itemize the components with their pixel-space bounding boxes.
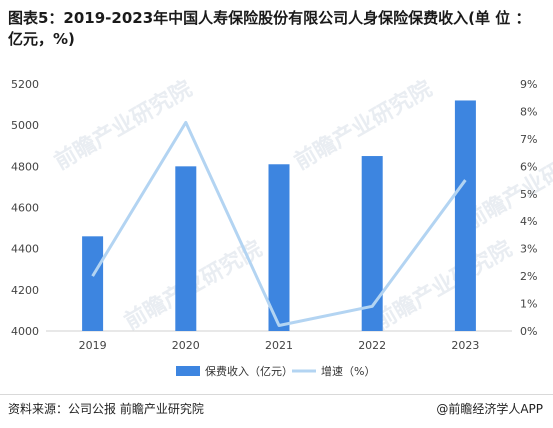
x-tick-label: 2019 [79, 339, 107, 352]
right-tick-label: 6% [520, 160, 537, 173]
bar [82, 236, 104, 331]
right-tick-label: 8% [520, 105, 537, 118]
left-tick-label: 5200 [11, 78, 39, 91]
x-tick-label: 2022 [358, 339, 386, 352]
left-tick-label: 5000 [11, 119, 39, 132]
bar [175, 166, 197, 331]
bar [361, 156, 383, 331]
source-note: 资料来源：公司公报 前瞻产业研究院 [8, 402, 204, 416]
legend-label-bar: 保费收入（亿元） [205, 364, 293, 378]
left-tick-label: 4600 [11, 202, 39, 215]
right-tick-label: 9% [520, 78, 537, 91]
watermark-text: 前瞻产业研究院 [370, 236, 516, 336]
right-tick-label: 4% [520, 215, 537, 228]
left-tick-label: 4800 [11, 160, 39, 173]
right-tick-label: 2% [520, 270, 537, 283]
legend-swatch-bar [176, 366, 200, 376]
right-tick-label: 0% [520, 325, 537, 338]
chart-title: 图表5：2019-2023年中国人寿保险股份有限公司人身保险保费收入(单 位 ：… [8, 9, 531, 48]
right-axis-ticks: 0% 1% 2% 3% 4% 5% 6% 7% 8% 9% [520, 78, 537, 338]
right-tick-label: 1% [520, 298, 537, 311]
bar-series [82, 100, 476, 331]
left-tick-label: 4000 [11, 325, 39, 338]
watermark-text: 前瞻产业研究院 [50, 76, 196, 176]
left-axis-ticks: 4000 4200 4400 4600 4800 5000 5200 [11, 78, 39, 338]
line-series [91, 120, 467, 328]
left-tick-label: 4200 [11, 284, 39, 297]
right-tick-label: 5% [520, 188, 537, 201]
watermark-layer: 前瞻产业研究院前瞻产业研究院前瞻产业研究院前瞻产业研究院前瞻产业研究院 [50, 76, 553, 336]
left-tick-label: 4400 [11, 243, 39, 256]
footer-divider [0, 394, 553, 395]
right-tick-label: 7% [520, 133, 537, 146]
bar [454, 100, 476, 331]
brand-note: @前瞻经济学人APP [436, 402, 543, 416]
x-tick-label: 2021 [265, 339, 293, 352]
x-tick-label: 2020 [172, 339, 200, 352]
x-tick-label: 2023 [451, 339, 479, 352]
right-tick-label: 3% [520, 243, 537, 256]
legend: 保费收入（亿元） 增速（%） [176, 364, 375, 378]
x-axis-ticks: 2019 2020 2021 2022 2023 [79, 339, 480, 352]
legend-label-line: 增速（%） [321, 364, 375, 378]
bar [268, 164, 290, 331]
